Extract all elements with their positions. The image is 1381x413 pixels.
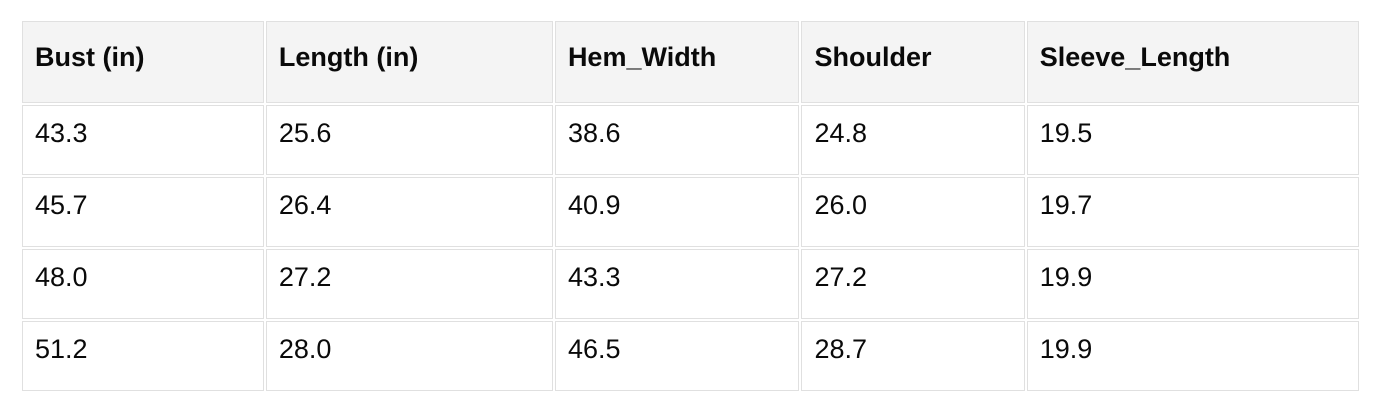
table-row: 48.0 27.2 43.3 27.2 19.9: [22, 249, 1359, 319]
table-cell: 48.0: [22, 249, 264, 319]
table-cell: 43.3: [22, 105, 264, 175]
table-cell: 26.0: [801, 177, 1025, 247]
table-cell: 51.2: [22, 321, 264, 391]
measurements-table: Bust (in) Length (in) Hem_Width Shoulder…: [20, 19, 1361, 393]
table-cell: 28.7: [801, 321, 1025, 391]
table-cell: 28.0: [265, 321, 553, 391]
table-cell: 45.7: [22, 177, 264, 247]
table-cell: 43.3: [554, 249, 800, 319]
table-cell: 27.2: [801, 249, 1025, 319]
column-header-hem-width: Hem_Width: [554, 21, 800, 103]
table-cell: 19.5: [1026, 105, 1359, 175]
table-cell: 38.6: [554, 105, 800, 175]
header-row: Bust (in) Length (in) Hem_Width Shoulder…: [22, 21, 1359, 103]
table-cell: 27.2: [265, 249, 553, 319]
table-cell: 40.9: [554, 177, 800, 247]
table-row: 51.2 28.0 46.5 28.7 19.9: [22, 321, 1359, 391]
table-cell: 24.8: [801, 105, 1025, 175]
column-header-shoulder: Shoulder: [801, 21, 1025, 103]
column-header-bust: Bust (in): [22, 21, 264, 103]
table-cell: 19.7: [1026, 177, 1359, 247]
column-header-length: Length (in): [265, 21, 553, 103]
table-row: 43.3 25.6 38.6 24.8 19.5: [22, 105, 1359, 175]
table-cell: 46.5: [554, 321, 800, 391]
table-cell: 26.4: [265, 177, 553, 247]
table-row: 45.7 26.4 40.9 26.0 19.7: [22, 177, 1359, 247]
table-cell: 25.6: [265, 105, 553, 175]
column-header-sleeve-length: Sleeve_Length: [1026, 21, 1359, 103]
table-cell: 19.9: [1026, 249, 1359, 319]
table-cell: 19.9: [1026, 321, 1359, 391]
